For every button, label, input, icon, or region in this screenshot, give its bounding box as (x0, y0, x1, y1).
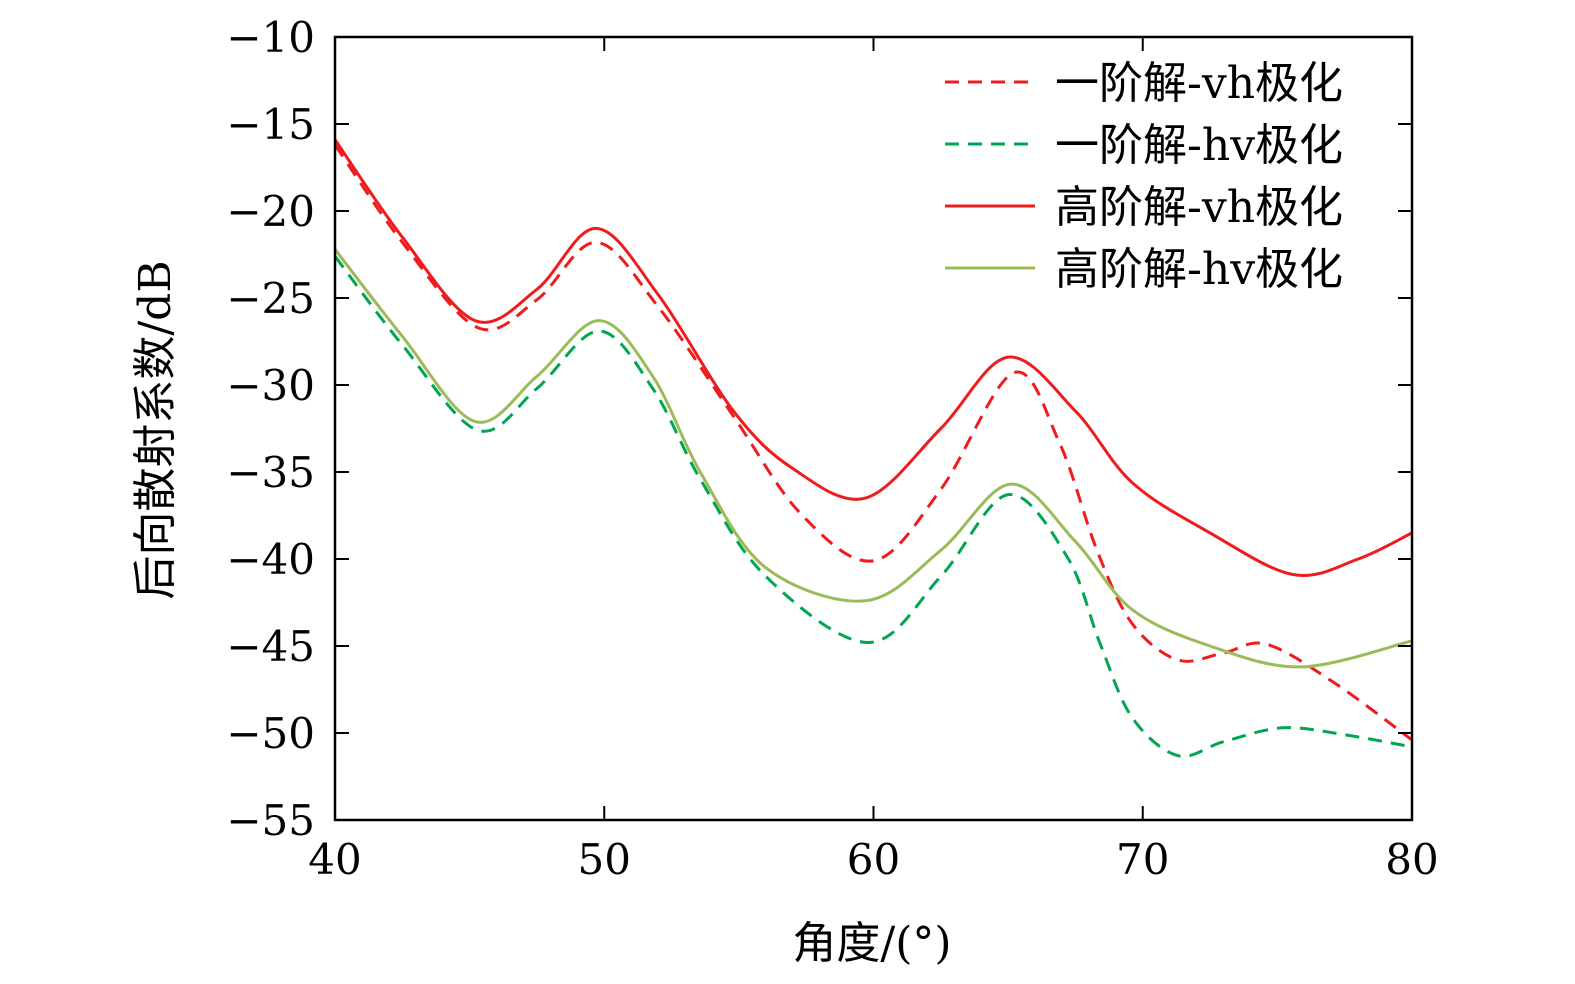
y-tick-label: −20 (226, 187, 315, 236)
series-line-0 (333, 144, 1413, 742)
y-tick-label: −35 (226, 448, 315, 497)
x-tick-label: 80 (1385, 835, 1438, 884)
y-tick-label: −30 (226, 361, 315, 410)
x-tick-label: 50 (578, 835, 631, 884)
series-line-2 (333, 138, 1413, 577)
y-tick-label: −10 (226, 13, 315, 62)
x-tick-label: 40 (308, 835, 361, 884)
y-tick-label: −45 (226, 622, 315, 671)
x-axis-label: 角度/(°) (792, 918, 951, 969)
y-tick-label: −40 (226, 535, 315, 584)
axis-ticks: 40 50 60 70 80 −10 −15 −20 −25 −30 −35 −40 −45 −50 −55 (226, 13, 1438, 884)
x-tick-label: 60 (847, 835, 900, 884)
legend-label-1: 一阶解-hv极化 (1055, 120, 1343, 171)
y-tick-label: −50 (226, 709, 315, 758)
y-tick-label: −15 (226, 100, 315, 149)
y-tick-label: −25 (226, 274, 315, 323)
y-tick-label: −55 (226, 796, 315, 845)
series-line-1 (333, 255, 1413, 758)
legend-label-2: 高阶解-vh极化 (1055, 182, 1343, 233)
legend-label-3: 高阶解-hv极化 (1055, 244, 1343, 295)
x-tick-label: 70 (1116, 835, 1169, 884)
series-line-3 (333, 248, 1413, 669)
series-lines (333, 138, 1413, 758)
y-axis-label: 后向散射系数/dB (130, 260, 181, 599)
legend-label-0: 一阶解-vh极化 (1055, 58, 1343, 109)
